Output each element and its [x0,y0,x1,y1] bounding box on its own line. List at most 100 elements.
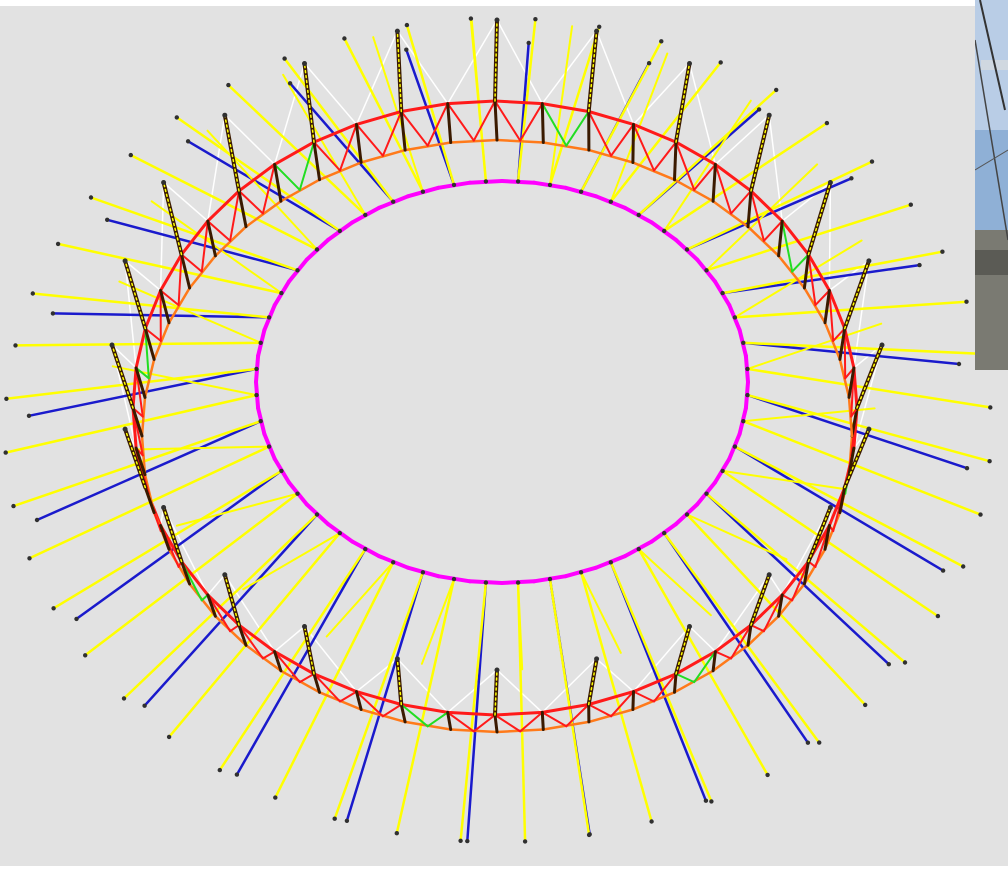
mast-tie [597,659,634,692]
ring-diagonal [263,652,275,659]
cable-end-node [4,397,8,401]
cable-end-node [588,832,592,836]
ring-diagonal [383,705,401,717]
cable-end-node [964,300,968,304]
cable-end-node [757,107,761,111]
cable-end-node [527,41,531,45]
inner-ring-node [685,247,689,251]
mast-top-node [302,624,307,629]
cable-end-node [659,39,663,43]
outer-ring-top-segment [133,368,136,408]
mast-tie [208,575,225,595]
inner-ring-node [363,547,367,551]
mast-top-node [880,343,885,348]
upper-radial-cable [707,164,818,270]
cable-end-node [89,195,93,199]
cable-end-node [288,81,292,85]
ring-diagonal [634,692,655,702]
cable-end-node [122,696,126,700]
mast-tie [497,20,542,104]
inner-ring-node [662,229,666,233]
mast-top-node [687,624,692,629]
outer-ring-top-segment [495,101,542,104]
cable-end-node [226,83,230,87]
cable-end-node [940,250,944,254]
inner-ring-node [338,229,342,233]
mast-tie [829,183,830,291]
ring-diagonal [654,142,676,170]
cable-end-node [3,450,7,454]
ring-diagonal [428,712,448,726]
upper-radial-cable [228,85,365,215]
cable-end-node [917,263,921,267]
mast-tie [357,31,398,124]
mast-top-node [123,258,128,263]
upper-radial-cable [461,583,486,841]
inner-ring-node [741,341,745,345]
ring-vertical-post [542,104,543,143]
upper-radial-cable [335,572,423,818]
outer-ring-top-segment [136,329,145,368]
cable-end-node [709,799,713,803]
upper-radial-cable [611,562,712,801]
cable-end-node [465,839,469,843]
upper-radial-cable [687,515,865,705]
ring-diagonal [542,104,566,146]
cable-end-node [936,614,940,618]
ring-diagonal [566,112,588,146]
ring-vertical-post [495,715,497,732]
cable-end-node [469,16,473,20]
inner-ring-node [609,560,613,564]
mast-tie [597,31,634,124]
upper-radial-cable [743,343,982,354]
cable-end-node [273,795,277,799]
upper-radial-cable [743,421,980,514]
cable-end-node [941,568,945,572]
mast-top-node [828,505,833,510]
inner-ring-node [720,469,724,473]
ring-diagonal [589,705,611,717]
upper-radial-cable [177,117,340,230]
mast-top-node [828,180,833,185]
cable-end-node [405,23,409,27]
upper-radial-cable [664,101,751,231]
mast-top-node [594,656,599,661]
inner-ring-node [295,268,299,272]
cable-end-node [74,617,78,621]
inner-ring-node [484,580,488,584]
inner-ring-node [363,213,367,217]
cable-end-node [186,139,190,143]
cable-end-node [863,703,867,707]
inner-ring-node [516,179,520,183]
inner-ring-node [452,577,456,581]
cable-end-node [142,704,146,708]
cable-end-node [218,768,222,772]
mast-tie [448,670,497,712]
cable-end-node [27,556,31,560]
cable-end-node [13,343,17,347]
inner-ring-node [254,367,258,371]
ring-vertical-post [779,221,783,256]
cable-end-node [704,799,708,803]
inner-tension-ring-layer [256,181,748,583]
ring-diagonal [495,101,520,141]
inner-ring-node [662,531,666,535]
inner-ring-node [548,183,552,187]
inner-ring-node [421,190,425,194]
mast-top-node [866,258,871,263]
mast-top-node [594,29,599,34]
cable-end-node [56,242,60,246]
cable-end-node [965,466,969,470]
mast-strut-highlight [845,261,869,329]
outer-ring-top-segment [495,712,542,715]
mast-top-node [767,113,772,118]
inner-ring-node [741,419,745,423]
inner-ring-node [685,512,689,516]
mast-top-node [302,61,307,66]
ring-vertical-post [448,104,451,143]
inner-ring-node [745,367,749,371]
inner-ring-node [516,580,520,584]
cable-end-node [167,735,171,739]
inner-ring-node [315,247,319,251]
